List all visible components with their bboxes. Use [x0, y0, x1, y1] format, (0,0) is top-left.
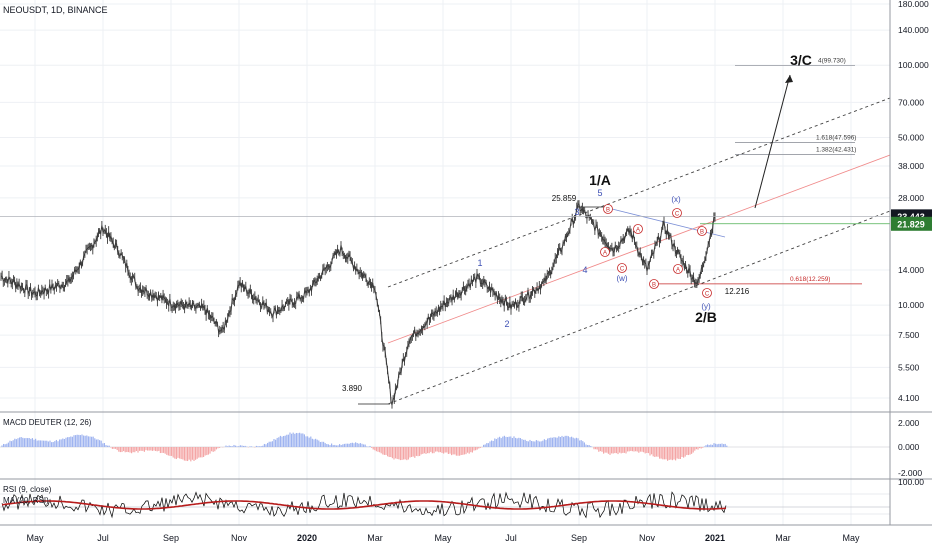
price-series [0, 200, 890, 409]
wave-circle [603, 204, 613, 214]
wave-circle-label: C [620, 266, 625, 272]
y-tick-label: 4.100 [898, 393, 920, 403]
price-line [0, 202, 716, 406]
macd-title: MACD DEUTER (12, 26) [3, 418, 92, 427]
wave-circle [702, 288, 712, 298]
price-label-bg [891, 216, 932, 231]
wave-label: 4 [582, 265, 587, 275]
chart-title: NEOUSDT, 1D, BINANCE [3, 5, 108, 15]
wave-annotations: 1/A5 2/B 3/C 1 2 3 4 (x) (w) (y) 25.859 3.890 12.216… [342, 52, 812, 393]
y-tick-label: 100.000 [898, 60, 929, 70]
x-tick-label: Sep [163, 533, 179, 543]
fib-label: 4(99.730) [818, 58, 846, 65]
projection-arrow [754, 74, 791, 209]
y-tick-label: 7.500 [898, 330, 920, 340]
y-tick-label: 50.000 [898, 132, 924, 142]
x-tick-label: Jul [505, 533, 517, 543]
wave-label: 3 [574, 207, 579, 217]
wave-label: 12.216 [725, 287, 750, 296]
wave-circle [672, 208, 682, 218]
wave-circle [633, 224, 643, 234]
rsi-tick-label: 100.00 [898, 477, 924, 487]
rsi-ma-title: MA (20, RSI) [3, 496, 49, 505]
wave-label: 2 [504, 319, 509, 329]
rsi-ma-line [1, 500, 727, 510]
y-tick-label: 38.000 [898, 161, 924, 171]
channel-upper [387, 97, 891, 288]
wave-circle [673, 264, 683, 274]
wave-circle-label: B [700, 229, 704, 235]
y-tick-label: 10.000 [898, 300, 924, 310]
wave-label: 2/B [695, 309, 717, 325]
wave-label: (w) [616, 274, 627, 283]
y-tick-label: 5.500 [898, 362, 920, 372]
wave-label: 3.890 [342, 384, 363, 393]
macd-histogram [0, 432, 890, 462]
grid [0, 0, 890, 525]
y-tick-label: 180.000 [898, 0, 929, 9]
wave-circle-label: B [606, 207, 610, 213]
fib-label: 1.618(47.596) [816, 135, 856, 142]
wave-label: (y) [701, 302, 711, 311]
rsi-title: RSI (9, close) [3, 485, 52, 494]
y-tick-label: 14.000 [898, 265, 924, 275]
wave-circle [649, 279, 659, 289]
wave-circle-label: C [705, 291, 710, 297]
y-tick-label: 28.000 [898, 193, 924, 203]
x-tick-label: Mar [775, 533, 791, 543]
wave-circle [617, 263, 627, 273]
x-tick-label: Nov [231, 533, 248, 543]
wave-circle-label: A [603, 250, 607, 256]
x-tick-label: Nov [639, 533, 656, 543]
wave-label: 3/C [790, 52, 812, 68]
rsi-line [1, 491, 727, 519]
rsi-lines [0, 491, 890, 519]
channel-lower [387, 210, 891, 405]
wave-circle-label: A [636, 227, 640, 233]
wave-circle [697, 226, 707, 236]
arrow-head [785, 75, 793, 83]
x-tick-label: 2021 [705, 533, 725, 543]
x-tick-label: Jul [97, 533, 109, 543]
wave-label: 1 [477, 258, 482, 268]
macd-tick-label: 2.000 [898, 418, 920, 428]
x-tick-label: May [26, 533, 44, 543]
macd-tick-label: 0.000 [898, 442, 920, 452]
y-tick-label: 70.000 [898, 97, 924, 107]
wave-label: 25.859 [552, 194, 577, 203]
price-label: 21.829 [897, 219, 925, 229]
x-tick-label: May [842, 533, 860, 543]
x-tick-label: Mar [367, 533, 383, 543]
y-tick-label: 140.000 [898, 25, 929, 35]
wave-label: (x) [671, 195, 681, 204]
x-tick-label: May [434, 533, 452, 543]
wave-circle-label: B [652, 282, 656, 288]
wave-label: 5 [597, 188, 602, 198]
macd-tick-label: -2.000 [898, 468, 922, 478]
x-tick-label: 2020 [297, 533, 317, 543]
wave-circle-label: C [675, 211, 680, 217]
channel-median [387, 154, 891, 344]
wave-circle [600, 247, 610, 257]
x-tick-label: Sep [571, 533, 587, 543]
fib-label: 0.618(12.259) [790, 276, 830, 283]
trend-channel [387, 74, 891, 405]
fib-levels: 1.618(47.596) 1.382(42.431) 4(99.730) 0.618… [358, 58, 862, 405]
fib-label: 1.382(42.431) [816, 147, 856, 154]
wave-label: 1/A [589, 172, 611, 188]
wave-circle-label: A [676, 267, 680, 273]
